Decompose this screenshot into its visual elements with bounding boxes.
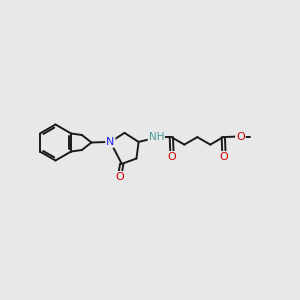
Text: O: O xyxy=(220,152,228,162)
Text: NH: NH xyxy=(148,132,164,142)
Text: N: N xyxy=(106,137,115,147)
Text: O: O xyxy=(236,131,245,142)
Text: O: O xyxy=(115,172,124,182)
Text: O: O xyxy=(168,152,176,162)
